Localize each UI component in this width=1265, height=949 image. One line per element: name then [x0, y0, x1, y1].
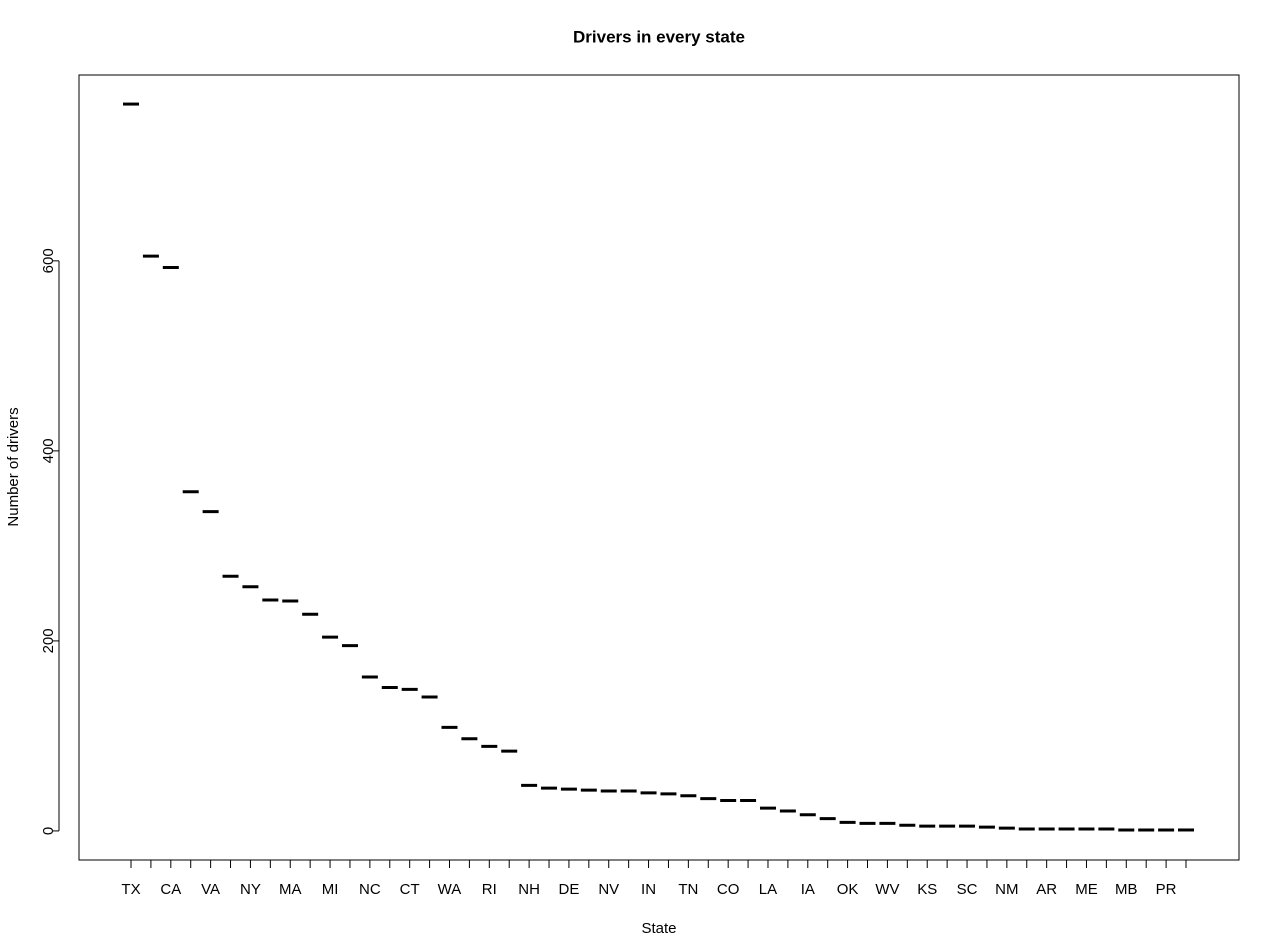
x-tick-label: RI [482, 881, 497, 898]
x-tick-label: ME [1075, 881, 1098, 898]
x-tick-label: SC [957, 881, 978, 898]
x-tick-label: IN [641, 881, 656, 898]
y-tick-label: 200 [40, 628, 57, 653]
x-tick-label: CO [717, 881, 740, 898]
x-tick-label: TN [678, 881, 698, 898]
x-tick-label: LA [759, 881, 777, 898]
x-tick-label: NH [518, 881, 540, 898]
x-tick-label: KS [917, 881, 937, 898]
x-tick-label: NM [995, 881, 1018, 898]
x-tick-label: VA [201, 881, 220, 898]
x-tick-label: AR [1036, 881, 1057, 898]
x-tick-label: TX [121, 881, 140, 898]
x-axis-label: State [641, 920, 676, 937]
x-tick-label: NV [598, 881, 619, 898]
chart-title: Drivers in every state [573, 27, 745, 46]
y-tick-label: 600 [40, 248, 57, 273]
x-tick-label: MB [1115, 881, 1138, 898]
y-tick-label: 400 [40, 438, 57, 463]
plot-frame [78, 74, 1240, 861]
x-tick-label: CT [400, 881, 420, 898]
x-tick-label: WA [438, 881, 462, 898]
x-tick-label: WV [875, 881, 899, 898]
x-tick-label: MI [322, 881, 339, 898]
x-tick-label: NC [359, 881, 381, 898]
x-tick-label: NY [240, 881, 261, 898]
y-tick-label: 0 [40, 827, 57, 835]
x-tick-label: CA [160, 881, 181, 898]
x-tick-label: DE [559, 881, 580, 898]
x-tick-label: MA [279, 881, 302, 898]
x-tick-label: OK [837, 881, 859, 898]
x-tick-label: PR [1156, 881, 1177, 898]
y-axis-label: Number of drivers [5, 407, 22, 526]
x-tick-label: IA [801, 881, 815, 898]
